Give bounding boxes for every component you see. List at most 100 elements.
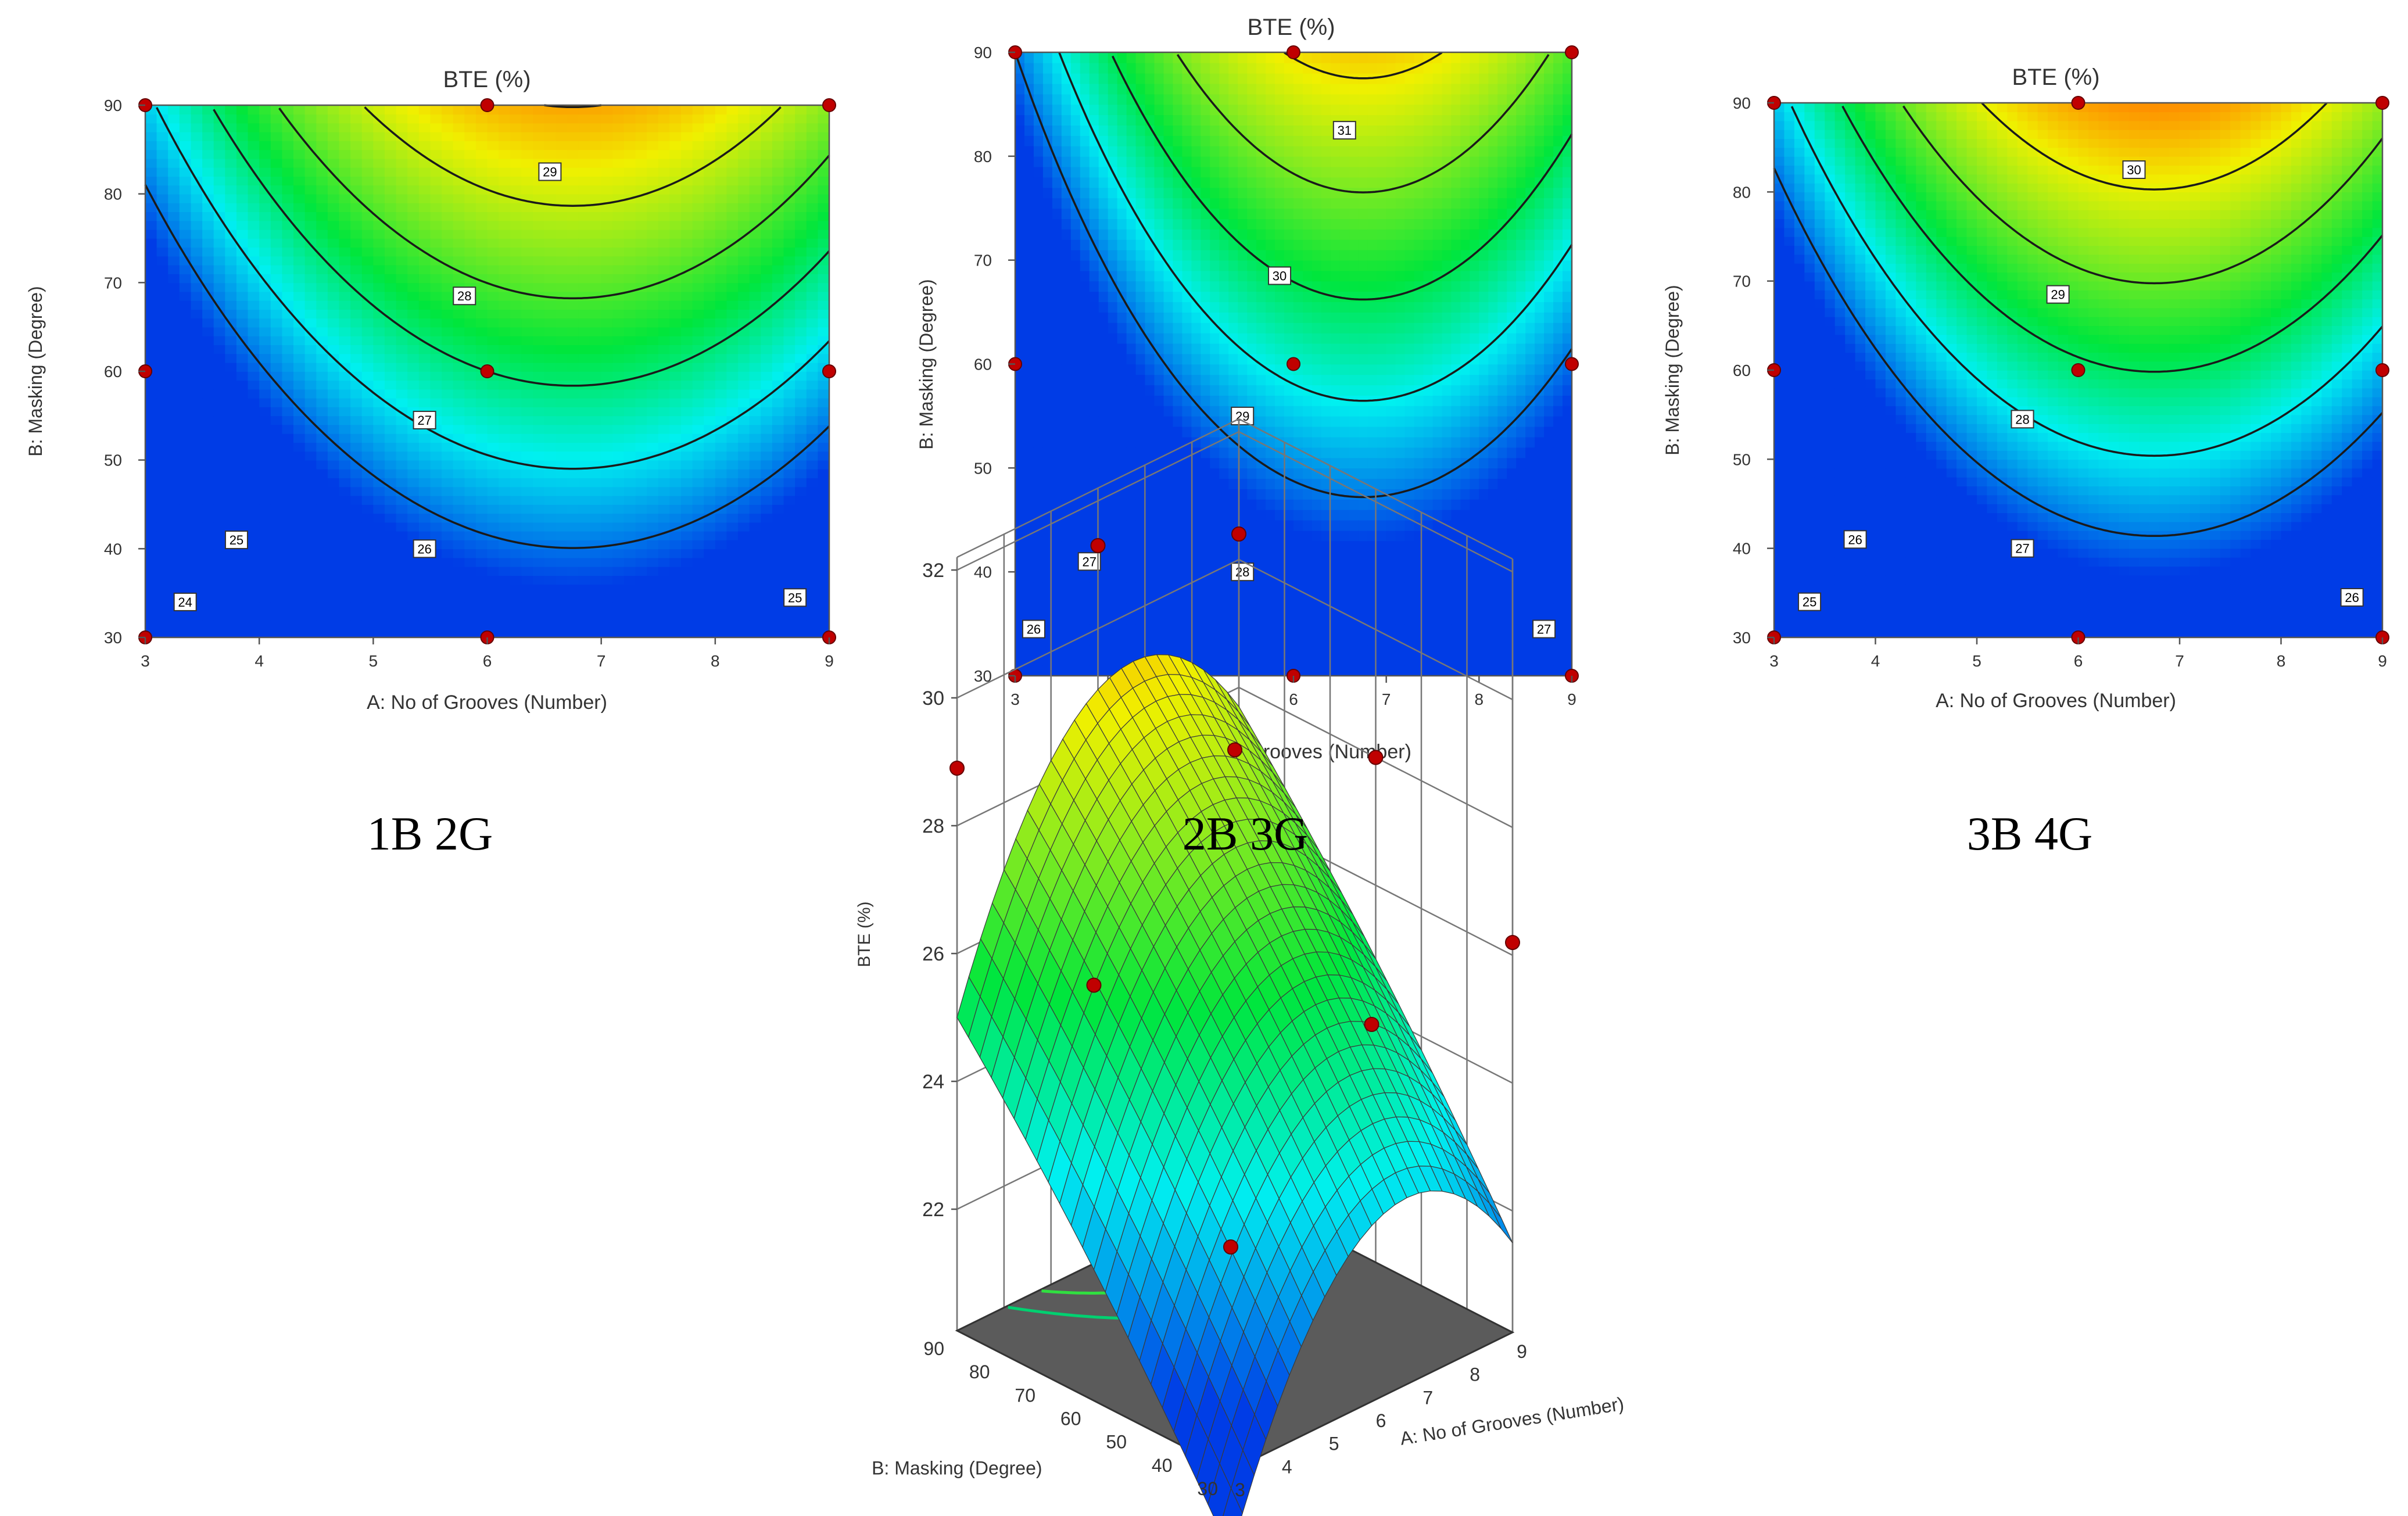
heatmap-cell <box>612 619 625 629</box>
heatmap-cell <box>282 229 294 239</box>
heatmap-cell <box>1191 374 1202 386</box>
heatmap-cell <box>1080 208 1090 219</box>
heatmap-cell <box>236 557 249 567</box>
heatmap-cell <box>669 531 682 540</box>
heatmap-cell <box>1080 582 1090 593</box>
heatmap-cell <box>783 478 795 488</box>
heatmap-cell <box>396 575 408 585</box>
heatmap-cell <box>418 513 431 523</box>
heatmap-cell <box>704 141 716 150</box>
heatmap-cell <box>1145 623 1155 635</box>
heatmap-cell <box>521 611 533 621</box>
heatmap-cell <box>510 167 522 177</box>
heatmap-cell <box>350 575 363 585</box>
heatmap-cell <box>407 238 420 248</box>
heatmap-cell <box>168 220 180 230</box>
heatmap-cell <box>361 380 374 390</box>
heatmap-cell <box>521 628 533 638</box>
heatmap-cell <box>1173 499 1183 510</box>
heatmap-cell <box>533 495 545 505</box>
heatmap-cell <box>658 442 671 452</box>
heatmap-cell <box>407 442 420 452</box>
heatmap-cell <box>658 238 671 248</box>
heatmap-cell <box>487 504 499 514</box>
heatmap-cell <box>1089 312 1099 323</box>
heatmap-cell <box>293 442 306 452</box>
heatmap-cell <box>1182 353 1192 365</box>
heatmap-cell <box>304 345 317 354</box>
heatmap-cell <box>475 114 488 124</box>
heatmap-cell <box>704 619 716 629</box>
heatmap-cell <box>213 300 226 310</box>
heatmap-cell <box>601 415 614 425</box>
heatmap-cell <box>350 291 363 301</box>
heatmap-cell <box>1070 73 1081 84</box>
heatmap-cell <box>761 619 773 629</box>
heatmap-cell <box>806 229 819 239</box>
heatmap-cell <box>772 238 784 248</box>
heatmap-cell <box>350 371 363 381</box>
heatmap-cell <box>316 318 328 328</box>
heatmap-cell <box>236 513 249 523</box>
heatmap-cell <box>475 176 488 186</box>
heatmap-cell <box>339 353 351 363</box>
heatmap-cell <box>1191 94 1202 105</box>
heatmap-cell <box>418 566 431 576</box>
heatmap-cell <box>213 202 226 212</box>
heatmap-cell <box>612 575 625 585</box>
heatmap-cell <box>658 353 671 363</box>
heatmap-cell <box>327 513 340 523</box>
heatmap-cell <box>430 531 442 540</box>
heatmap-cell <box>715 353 728 363</box>
heatmap-cell <box>1024 249 1034 261</box>
heatmap-cell <box>612 549 625 558</box>
heatmap-cell <box>499 318 511 328</box>
heatmap-cell <box>316 468 328 478</box>
heatmap-cell <box>726 584 739 594</box>
heatmap-cell <box>156 433 169 443</box>
heatmap-cell <box>430 185 442 195</box>
heatmap-cell <box>259 478 271 488</box>
heatmap-cell <box>407 371 420 381</box>
heatmap-cell <box>818 274 830 284</box>
heatmap-cell <box>704 193 716 203</box>
heatmap-cell <box>715 549 728 558</box>
heatmap-cell <box>1126 644 1137 655</box>
heatmap-cell <box>726 611 739 621</box>
heatmap-cell <box>1108 634 1118 646</box>
heatmap-cell <box>1182 83 1192 95</box>
heatmap-cell <box>282 628 294 638</box>
heatmap-cell <box>316 611 328 621</box>
heatmap-cell <box>304 291 317 301</box>
heatmap-cell <box>293 540 306 550</box>
heatmap-cell <box>1182 540 1192 552</box>
heatmap-cell <box>373 105 385 115</box>
heatmap-cell <box>669 468 682 478</box>
heatmap-cell <box>1052 322 1062 334</box>
heatmap-cell <box>795 149 807 159</box>
heatmap-cell <box>1182 478 1192 489</box>
heatmap-cell <box>669 504 682 514</box>
heatmap-cell <box>510 397 522 407</box>
heatmap-cell <box>544 345 556 354</box>
heatmap-cell <box>1154 374 1164 386</box>
heatmap-cell <box>293 167 306 177</box>
heatmap-cell <box>1033 73 1044 84</box>
heatmap-cell <box>373 566 385 576</box>
heatmap-cell <box>1126 260 1137 271</box>
heatmap-cell <box>556 389 568 399</box>
heatmap-cell <box>624 593 636 603</box>
heatmap-cell <box>430 274 442 284</box>
heatmap-cell <box>635 353 647 363</box>
heatmap-cell <box>168 318 180 328</box>
heatmap-cell <box>647 540 659 550</box>
heatmap-cell <box>1173 519 1183 531</box>
heatmap-cell <box>475 220 488 230</box>
heatmap-cell <box>704 327 716 336</box>
heatmap-cell <box>647 291 659 301</box>
heatmap-cell <box>544 105 556 115</box>
heatmap-cell <box>282 256 294 266</box>
heatmap-cell <box>453 335 465 345</box>
heatmap-cell <box>521 531 533 540</box>
heatmap-cell <box>213 247 226 257</box>
